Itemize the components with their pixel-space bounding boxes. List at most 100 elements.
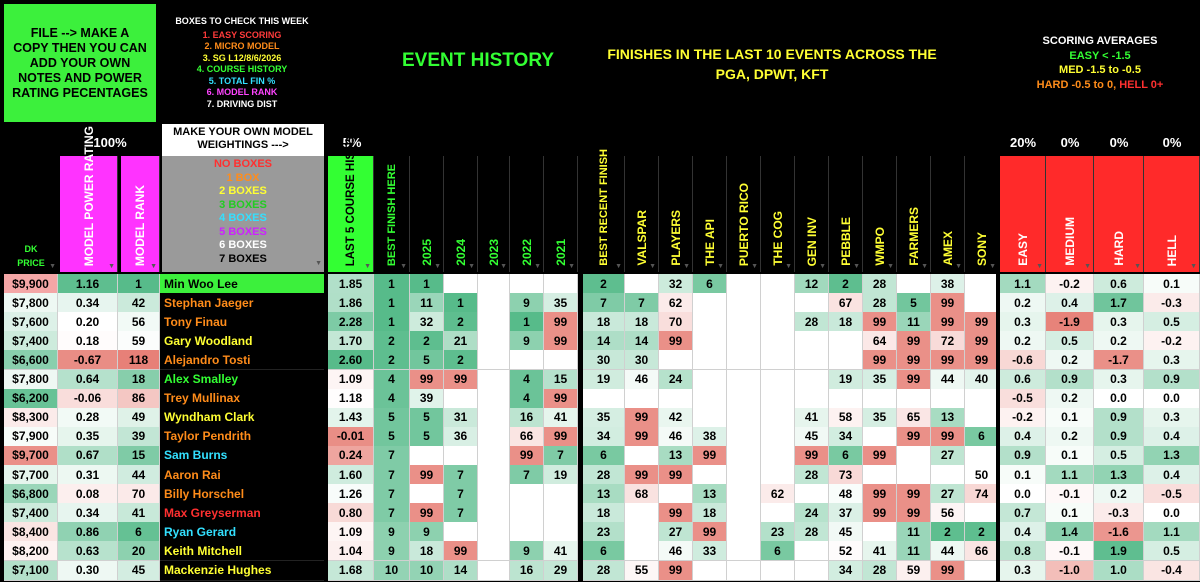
cell-year-finish[interactable]: 99 <box>510 445 544 466</box>
header-scoring-easy[interactable]: EASY ▼ <box>1000 156 1046 272</box>
cell-player-name[interactable]: Tony Finau <box>160 312 325 333</box>
cell-year-finish[interactable]: 99 <box>444 369 478 390</box>
filter-dropdown-icon[interactable]: ▼ <box>853 263 860 270</box>
cell-dk-price[interactable]: $8,300 <box>4 407 58 428</box>
cell-event-finish[interactable] <box>863 522 897 543</box>
cell-scoring[interactable]: 0.0 <box>1094 388 1144 409</box>
cell-model-rank[interactable]: 15 <box>118 445 160 466</box>
cell-power-rating[interactable]: 0.35 <box>58 426 118 447</box>
cell-best-recent[interactable]: 13 <box>583 484 625 505</box>
cell-event-finish[interactable]: 99 <box>863 350 897 371</box>
cell-event-finish[interactable]: 2 <box>965 522 999 543</box>
cell-year-finish[interactable]: 5 <box>410 407 444 428</box>
header-event-7[interactable]: WMPO ▼ <box>863 156 897 272</box>
cell-event-finish[interactable]: 99 <box>693 522 727 543</box>
cell-model-rank[interactable]: 59 <box>118 331 160 352</box>
cell-year-finish[interactable]: 10 <box>410 560 444 581</box>
filter-dropdown-icon[interactable]: ▼ <box>500 263 507 270</box>
filter-dropdown-icon[interactable]: ▼ <box>150 263 157 270</box>
cell-scoring[interactable]: 1.3 <box>1094 465 1144 485</box>
header-model-power-rating[interactable]: MODEL POWER RATING ▼ <box>58 126 118 272</box>
cell-event-finish[interactable] <box>761 350 795 371</box>
cell-event-finish[interactable] <box>761 407 795 428</box>
cell-event-finish[interactable] <box>897 465 931 485</box>
cell-power-rating[interactable]: 0.86 <box>58 522 118 543</box>
cell-scoring[interactable]: 0.1 <box>1000 465 1046 485</box>
cell-event-finish[interactable]: 28 <box>795 522 829 543</box>
header-event-3[interactable]: PUERTO RICO ▼ <box>727 156 761 272</box>
cell-power-rating[interactable]: 0.30 <box>58 560 118 581</box>
cell-scoring[interactable]: -0.2 <box>1144 331 1200 352</box>
cell-year-finish[interactable]: 21 <box>444 331 478 352</box>
cell-scoring[interactable]: -0.5 <box>1000 388 1046 409</box>
cell-event-finish[interactable] <box>727 465 761 485</box>
cell-event-finish[interactable]: 14 <box>625 331 659 352</box>
cell-event-finish[interactable] <box>761 503 795 524</box>
cell-event-finish[interactable] <box>965 274 999 294</box>
cell-best-finish[interactable]: 7 <box>374 503 410 524</box>
cell-scoring[interactable]: 0.3 <box>1094 369 1144 390</box>
cell-event-finish[interactable] <box>897 388 931 409</box>
header-best-recent-finish[interactable]: BEST RECENT FINISH ▼ <box>583 149 625 272</box>
filter-dropdown-icon[interactable]: ▼ <box>315 259 322 267</box>
cell-year-finish[interactable]: 7 <box>510 465 544 485</box>
cell-event-finish[interactable] <box>727 388 761 409</box>
cell-event-finish[interactable]: 44 <box>931 369 965 390</box>
cell-player-name[interactable]: Billy Horschel <box>160 484 325 505</box>
cell-event-finish[interactable]: 99 <box>863 312 897 333</box>
cell-event-finish[interactable] <box>761 465 795 485</box>
cell-event-finish[interactable]: 46 <box>625 369 659 390</box>
cell-event-finish[interactable]: 52 <box>829 541 863 562</box>
cell-course-sg[interactable]: 0.80 <box>328 503 374 524</box>
cell-best-recent[interactable]: 6 <box>583 445 625 466</box>
cell-year-finish[interactable]: 7 <box>444 465 478 485</box>
cell-event-finish[interactable] <box>727 407 761 428</box>
cell-event-finish[interactable] <box>693 350 727 371</box>
cell-event-finish[interactable] <box>761 445 795 466</box>
cell-dk-price[interactable]: $7,700 <box>4 465 58 485</box>
cell-event-finish[interactable]: 34 <box>829 560 863 581</box>
cell-event-finish[interactable] <box>795 484 829 505</box>
cell-year-finish[interactable] <box>478 350 510 371</box>
cell-scoring[interactable]: 0.9 <box>1094 407 1144 428</box>
cell-best-finish[interactable]: 4 <box>374 369 410 390</box>
cell-event-finish[interactable]: 34 <box>829 426 863 447</box>
cell-best-recent[interactable]: 30 <box>583 350 625 371</box>
cell-scoring[interactable]: -1.7 <box>1094 350 1144 371</box>
cell-event-finish[interactable] <box>761 312 795 333</box>
cell-event-finish[interactable]: 6 <box>965 426 999 447</box>
cell-year-finish[interactable]: 9 <box>410 522 444 543</box>
filter-dropdown-icon[interactable]: ▼ <box>434 263 441 270</box>
cell-event-finish[interactable] <box>727 484 761 505</box>
cell-year-finish[interactable]: 9 <box>510 293 544 314</box>
filter-dropdown-icon[interactable]: ▼ <box>468 263 475 270</box>
cell-event-finish[interactable] <box>761 426 795 447</box>
header-event-2[interactable]: THE API ▼ <box>693 156 727 272</box>
cell-year-finish[interactable]: 14 <box>444 560 478 581</box>
cell-player-name[interactable]: Stephan Jaeger <box>160 293 325 314</box>
cell-event-finish[interactable] <box>761 369 795 390</box>
cell-year-finish[interactable] <box>444 388 478 409</box>
cell-scoring[interactable]: 0.3 <box>1000 312 1046 333</box>
cell-event-finish[interactable]: 18 <box>625 312 659 333</box>
cell-dk-price[interactable]: $8,200 <box>4 541 58 562</box>
cell-scoring[interactable]: 0.6 <box>1000 369 1046 390</box>
cell-year-finish[interactable]: 99 <box>410 369 444 390</box>
cell-year-finish[interactable] <box>544 350 578 371</box>
cell-year-finish[interactable] <box>478 388 510 409</box>
cell-event-finish[interactable]: 55 <box>625 560 659 581</box>
cell-year-finish[interactable]: 99 <box>410 503 444 524</box>
cell-event-finish[interactable] <box>897 274 931 294</box>
cell-scoring[interactable]: 0.5 <box>1094 445 1144 466</box>
filter-dropdown-icon[interactable]: ▼ <box>108 263 115 270</box>
cell-event-finish[interactable]: 27 <box>931 484 965 505</box>
cell-year-finish[interactable] <box>544 503 578 524</box>
cell-best-recent[interactable]: 19 <box>583 369 625 390</box>
boxes-legend[interactable]: NO BOXES 1 BOX 2 BOXES 3 BOXES 4 BOXES 5 BOXE… <box>162 156 324 272</box>
cell-year-finish[interactable]: 2 <box>444 312 478 333</box>
filter-dropdown-icon[interactable]: ▼ <box>1084 263 1091 270</box>
cell-scoring[interactable]: 0.6 <box>1094 274 1144 294</box>
cell-event-finish[interactable]: 7 <box>625 293 659 314</box>
cell-power-rating[interactable]: 0.31 <box>58 465 118 485</box>
cell-model-rank[interactable]: 44 <box>118 465 160 485</box>
